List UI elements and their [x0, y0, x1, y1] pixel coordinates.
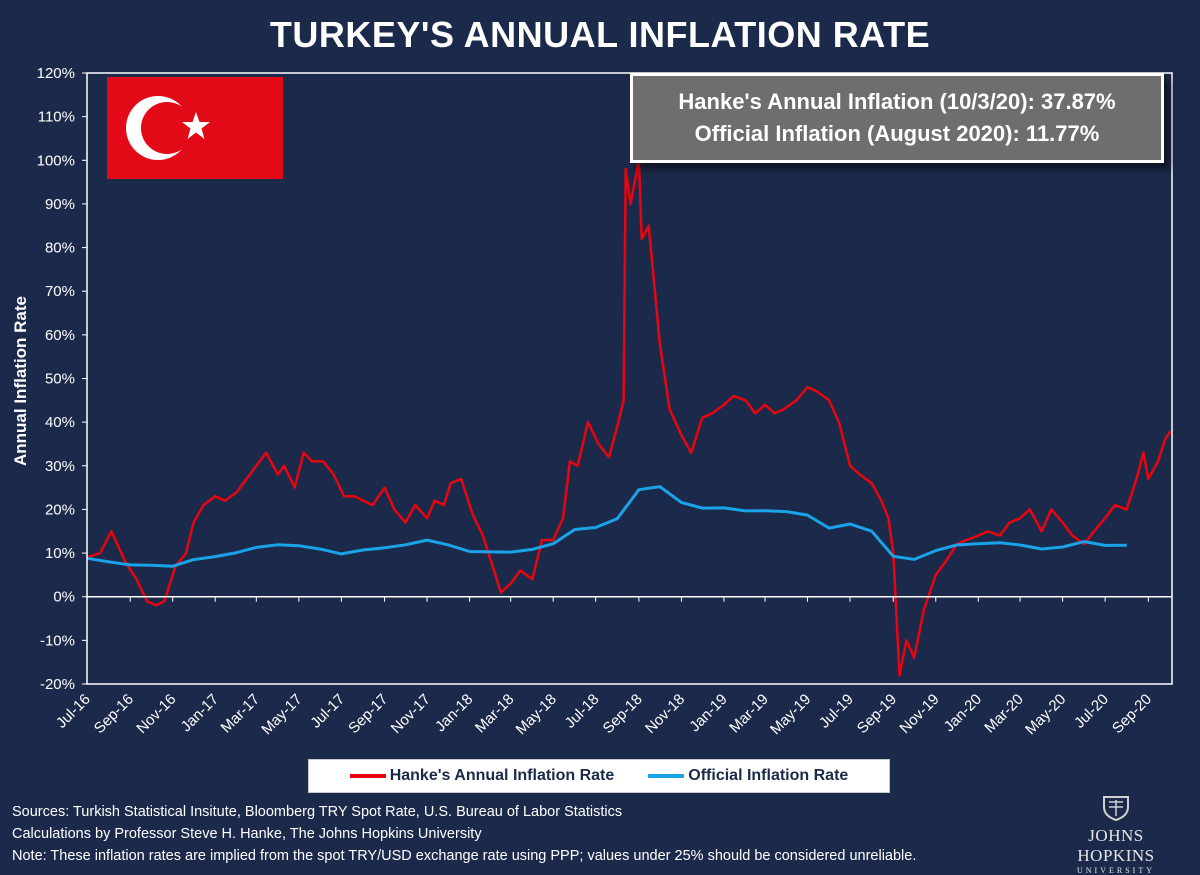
y-tick-label: 90%	[45, 196, 75, 213]
y-tick-label: 20%	[45, 501, 75, 518]
method-note: Note: These inflation rates are implied …	[12, 848, 917, 864]
turkey-flag-icon	[107, 77, 283, 179]
hanke-inflation-summary: Hanke's Annual Inflation (10/3/20): 37.8…	[678, 89, 1116, 114]
sources-note: Sources: Turkish Statistical Insitute, B…	[12, 804, 623, 820]
x-tick-label: May-19	[767, 691, 814, 738]
x-tick-label: Jan-19	[686, 691, 730, 735]
y-tick-label: 100%	[37, 152, 75, 169]
y-tick-label: 50%	[45, 371, 75, 388]
legend-label-hanke: Hanke's Annual Inflation Rate	[389, 767, 615, 784]
x-tick-label: Nov-18	[642, 691, 688, 737]
x-tick-label: Jul-17	[307, 691, 348, 732]
x-tick-label: Nov-19	[896, 691, 942, 737]
x-tick-label: Nov-16	[133, 691, 179, 737]
shield-icon	[1103, 796, 1129, 822]
y-tick-label: 0%	[53, 589, 75, 606]
logo-name: JOHNS HOPKINS	[1077, 826, 1155, 865]
x-tick-label: May-17	[258, 691, 305, 738]
x-tick-label: May-20	[1022, 691, 1069, 738]
chart-legend: Hanke's Annual Inflation Rate Official I…	[308, 759, 890, 793]
x-tick-label: Mar-17	[218, 691, 264, 737]
y-tick-label: 60%	[45, 327, 75, 344]
y-tick-label: -10%	[40, 632, 75, 649]
series-line-hanke	[86, 159, 1172, 677]
legend-swatch-hanke	[349, 774, 386, 778]
y-tick-label: 80%	[45, 240, 75, 257]
x-tick-label: Jan-20	[941, 691, 985, 735]
legend-label-official: Official Inflation Rate	[688, 767, 849, 784]
y-tick-label: 40%	[45, 414, 75, 431]
x-tick-label: Mar-20	[981, 691, 1027, 737]
series-line-official	[86, 485, 1127, 568]
johns-hopkins-logo: JOHNS HOPKINS UNIVERSITY	[1056, 795, 1176, 875]
y-tick-label: 110%	[38, 109, 75, 126]
series-layer	[86, 159, 1172, 677]
y-tick-label: 120%	[37, 65, 75, 82]
chart-title: TURKEY'S ANNUAL INFLATION RATE	[269, 14, 931, 55]
x-tick-label: Mar-19	[726, 691, 772, 737]
x-tick-label: Sep-16	[91, 691, 137, 737]
y-tick-label: 30%	[45, 458, 75, 475]
x-tick-label: Sep-19	[854, 691, 900, 737]
y-axis-ticks: -20% -10% 0% 10% 20% 30% 40% 50% 60% 70% 80% 90% 100…	[37, 65, 87, 693]
x-tick-label: Mar-18	[472, 691, 518, 737]
x-tick-label: Jan-18	[432, 691, 476, 735]
legend-swatch-official	[648, 774, 685, 778]
legend-item-hanke: Hanke's Annual Inflation Rate	[349, 767, 615, 785]
legend-item-official: Official Inflation Rate	[648, 767, 848, 785]
summary-callout: Hanke's Annual Inflation (10/3/20): 37.8…	[630, 73, 1164, 163]
axes	[86, 72, 1173, 685]
y-axis-title: Annual Inflation Rate	[11, 296, 30, 466]
y-tick-label: 10%	[45, 545, 75, 562]
x-tick-label: Jan-17	[178, 691, 222, 735]
x-tick-label: Jul-16	[53, 691, 94, 732]
x-tick-label: Sep-20	[1109, 691, 1155, 737]
x-tick-label: Jul-20	[1071, 691, 1112, 732]
x-tick-label: Nov-17	[388, 691, 434, 737]
footnotes: Sources: Turkish Statistical Insitute, B…	[12, 801, 916, 867]
calculations-note: Calculations by Professor Steve H. Hanke…	[12, 826, 482, 842]
x-tick-label: Jul-18	[562, 691, 603, 732]
official-inflation-summary: Official Inflation (August 2020): 11.77%	[694, 121, 1100, 146]
x-tick-label: Sep-17	[345, 691, 391, 737]
y-tick-label: -20%	[40, 676, 75, 693]
x-tick-label: Sep-18	[600, 691, 646, 737]
x-tick-label: Jul-19	[816, 691, 857, 732]
plot-frame	[86, 72, 1173, 685]
x-tick-label: May-18	[513, 691, 560, 738]
y-tick-label: 70%	[45, 283, 75, 300]
